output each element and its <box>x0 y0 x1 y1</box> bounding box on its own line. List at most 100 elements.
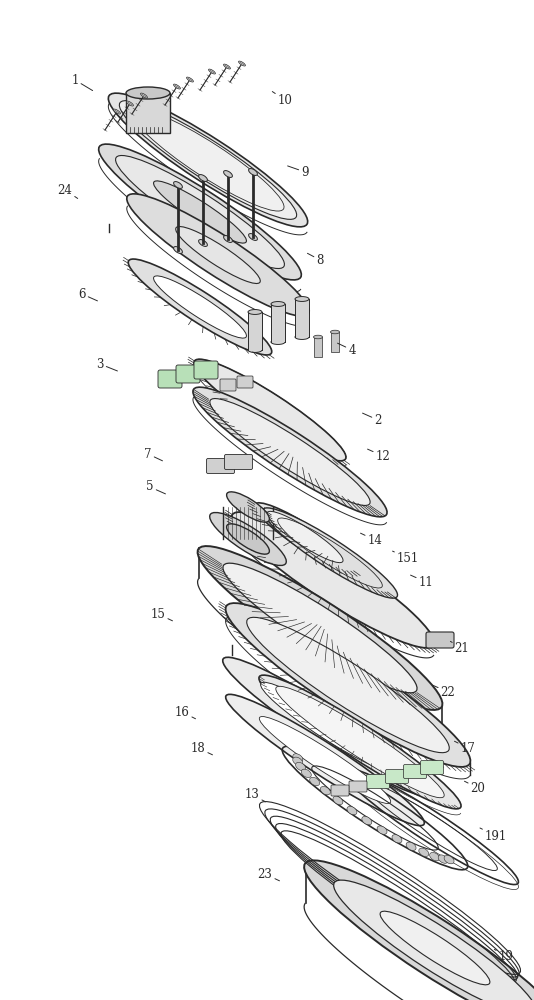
Ellipse shape <box>444 855 454 864</box>
Text: 14: 14 <box>360 533 382 546</box>
Ellipse shape <box>193 387 387 517</box>
FancyBboxPatch shape <box>237 376 253 388</box>
Ellipse shape <box>276 686 444 798</box>
Polygon shape <box>295 299 309 337</box>
Ellipse shape <box>132 109 284 211</box>
Text: 13: 13 <box>245 788 265 802</box>
Ellipse shape <box>186 77 193 82</box>
Ellipse shape <box>223 657 433 797</box>
Ellipse shape <box>248 348 262 352</box>
Text: 1: 1 <box>72 74 92 91</box>
Ellipse shape <box>248 310 262 314</box>
Polygon shape <box>314 337 322 357</box>
Text: 10: 10 <box>272 92 293 106</box>
Ellipse shape <box>380 911 490 985</box>
FancyBboxPatch shape <box>366 774 389 788</box>
Ellipse shape <box>199 240 207 246</box>
Ellipse shape <box>174 84 180 89</box>
Ellipse shape <box>254 503 356 571</box>
Ellipse shape <box>293 754 303 762</box>
Ellipse shape <box>127 194 309 316</box>
Text: 5: 5 <box>146 481 166 494</box>
Ellipse shape <box>333 796 343 805</box>
Ellipse shape <box>115 155 285 269</box>
Ellipse shape <box>301 769 311 778</box>
Text: 15: 15 <box>151 607 172 621</box>
Ellipse shape <box>271 302 285 306</box>
Ellipse shape <box>128 259 272 355</box>
Ellipse shape <box>154 276 247 338</box>
Text: 19: 19 <box>494 949 513 962</box>
Ellipse shape <box>126 87 170 99</box>
Text: 3: 3 <box>96 358 117 371</box>
Ellipse shape <box>259 675 461 809</box>
Text: 20: 20 <box>465 781 485 794</box>
Ellipse shape <box>313 335 323 339</box>
Text: 21: 21 <box>450 641 469 654</box>
Text: 18: 18 <box>191 742 213 755</box>
Ellipse shape <box>419 848 429 857</box>
Ellipse shape <box>140 93 147 98</box>
Ellipse shape <box>199 175 207 181</box>
Ellipse shape <box>224 236 232 242</box>
Ellipse shape <box>271 340 285 344</box>
FancyBboxPatch shape <box>220 379 236 391</box>
FancyBboxPatch shape <box>207 458 234 474</box>
Text: 22: 22 <box>433 685 456 698</box>
Polygon shape <box>331 332 339 352</box>
Ellipse shape <box>226 694 425 826</box>
Ellipse shape <box>210 513 286 565</box>
Ellipse shape <box>295 297 309 301</box>
FancyBboxPatch shape <box>224 454 253 470</box>
Text: 191: 191 <box>480 828 507 842</box>
Text: 6: 6 <box>78 288 98 301</box>
Text: 151: 151 <box>392 551 419 564</box>
FancyBboxPatch shape <box>349 781 367 792</box>
Polygon shape <box>271 304 285 342</box>
Ellipse shape <box>362 816 372 825</box>
Text: 11: 11 <box>411 575 434 588</box>
FancyBboxPatch shape <box>194 361 218 379</box>
Ellipse shape <box>224 64 231 69</box>
Ellipse shape <box>198 546 443 710</box>
Ellipse shape <box>210 399 370 505</box>
FancyBboxPatch shape <box>176 365 200 383</box>
Text: 4: 4 <box>337 343 356 357</box>
Ellipse shape <box>127 101 134 106</box>
FancyBboxPatch shape <box>426 632 454 648</box>
Ellipse shape <box>223 563 417 693</box>
Text: 8: 8 <box>308 253 324 266</box>
Ellipse shape <box>174 247 183 253</box>
Ellipse shape <box>225 603 470 767</box>
Text: 16: 16 <box>175 706 195 719</box>
Ellipse shape <box>226 524 270 554</box>
FancyBboxPatch shape <box>331 785 349 796</box>
Ellipse shape <box>119 101 297 219</box>
Text: 9: 9 <box>288 165 309 178</box>
Ellipse shape <box>406 842 416 850</box>
Ellipse shape <box>310 777 320 786</box>
Ellipse shape <box>108 93 308 227</box>
Ellipse shape <box>249 169 257 175</box>
Ellipse shape <box>331 330 340 334</box>
FancyBboxPatch shape <box>404 764 427 778</box>
Text: 24: 24 <box>58 184 77 198</box>
Ellipse shape <box>304 860 534 1000</box>
Ellipse shape <box>99 144 301 280</box>
Ellipse shape <box>320 786 331 795</box>
FancyBboxPatch shape <box>158 370 182 388</box>
Ellipse shape <box>430 852 439 861</box>
Ellipse shape <box>232 512 434 648</box>
Ellipse shape <box>194 359 346 461</box>
Text: 7: 7 <box>144 448 162 461</box>
Ellipse shape <box>260 717 391 803</box>
Ellipse shape <box>334 880 534 1000</box>
Ellipse shape <box>392 835 402 843</box>
FancyBboxPatch shape <box>420 760 444 774</box>
Ellipse shape <box>377 826 387 834</box>
Text: 17: 17 <box>454 741 475 754</box>
Ellipse shape <box>154 181 247 243</box>
Ellipse shape <box>249 234 257 240</box>
Ellipse shape <box>293 757 303 766</box>
Ellipse shape <box>247 617 449 753</box>
